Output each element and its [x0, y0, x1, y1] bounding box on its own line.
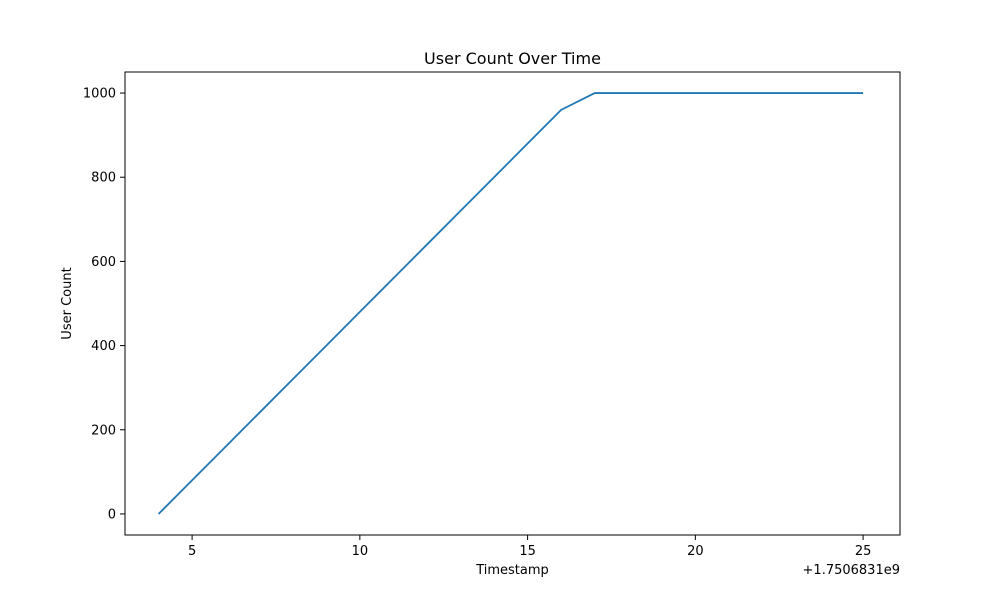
x-tick-label: 15 — [519, 544, 536, 559]
x-tick-label: 25 — [855, 544, 872, 559]
chart-title: User Count Over Time — [424, 49, 601, 68]
plot-area — [157, 92, 864, 515]
axes-frame — [124, 71, 901, 536]
y-tick-label: 600 — [91, 255, 116, 270]
x-tick-label: 20 — [687, 544, 704, 559]
y-tick-label: 0 — [108, 507, 116, 522]
y-axis-ticks: 0 200 400 600 800 1000 — [83, 87, 125, 522]
x-tick-label: 5 — [188, 544, 196, 559]
y-tick-label: 1000 — [83, 87, 116, 102]
x-axis-label: Timestamp — [475, 563, 549, 578]
y-tick-label: 400 — [91, 339, 116, 354]
x-tick-label: 10 — [352, 544, 369, 559]
y-tick-label: 200 — [91, 423, 116, 438]
y-axis-label: User Count — [60, 267, 75, 339]
y-tick-label: 800 — [91, 171, 116, 186]
series-line-0 — [157, 92, 864, 515]
x-axis-offset-text: +1.7506831e9 — [803, 563, 900, 578]
x-axis-ticks: 5 10 15 20 25 — [188, 535, 871, 559]
